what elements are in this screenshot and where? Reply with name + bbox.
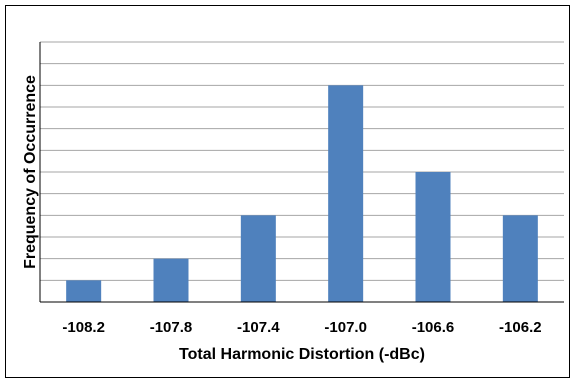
bar--107.4 [240,215,276,302]
x-tick-label: -106.2 [499,319,542,336]
x-tick-label: -106.6 [412,319,455,336]
bar--106.6 [415,172,451,302]
bar--107.0 [328,85,364,302]
x-tick-label: -107.8 [150,319,193,336]
x-tick-labels: -108.2 -107.8 -107.4 -107.0 -106.6 -106.2 [62,319,541,336]
chart-frame [5,5,570,378]
gridlines [40,41,564,281]
x-tick-label: -107.0 [324,319,367,336]
x-axis-title: Total Harmonic Distortion (-dBc) [179,346,425,363]
bar--107.8 [153,258,189,302]
bar--106.2 [502,215,538,302]
y-axis-title: Frequency of Occurrence [22,75,39,269]
x-tick-label: -107.4 [237,319,280,336]
bars [66,85,538,302]
bar--108.2 [66,280,102,302]
x-tick-label: -108.2 [62,319,105,336]
